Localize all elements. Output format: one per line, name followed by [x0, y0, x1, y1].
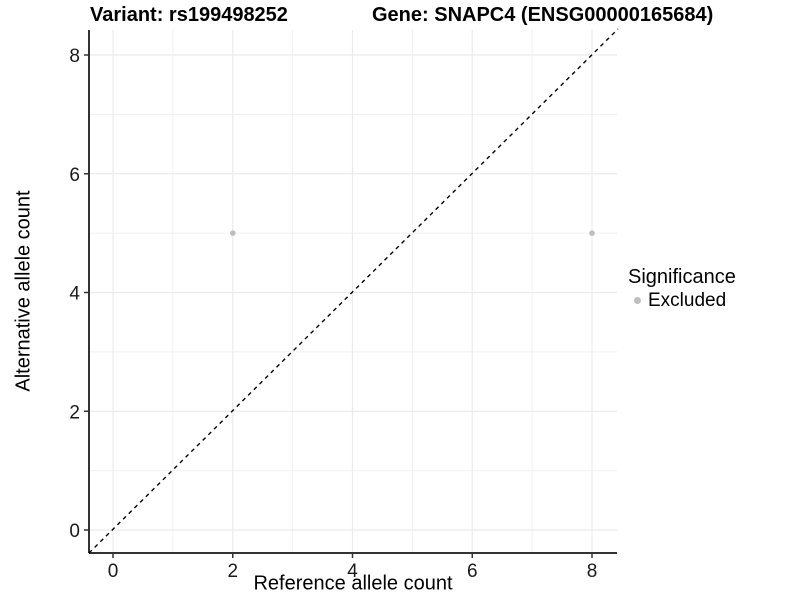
x-axis-tick-label: 8	[587, 561, 598, 582]
x-axis-tick-label: 2	[227, 561, 238, 582]
legend-item-excluded: Excluded	[628, 290, 736, 311]
x-axis-tick-label: 4	[347, 561, 358, 582]
y-axis-title: Alternative allele count	[12, 190, 35, 392]
excluded-marker-icon	[634, 297, 641, 304]
data-point	[229, 230, 236, 236]
identity-line	[88, 28, 619, 554]
data-point	[589, 230, 595, 236]
y-axis-tick-label: 4	[69, 284, 80, 305]
legend-item-label: Excluded	[648, 290, 727, 311]
y-axis-tick-label: 8	[69, 46, 80, 67]
legend-title: Significance	[628, 266, 736, 288]
plot-title-gene: Gene: SNAPC4 (ENSG00000165684)	[372, 4, 714, 26]
plot-title-variant: Variant: rs199498252	[90, 4, 288, 26]
x-axis-tick-label: 6	[467, 561, 478, 582]
x-axis-title: Reference allele count	[253, 572, 453, 595]
y-axis-tick-label: 2	[69, 402, 80, 423]
y-axis-tick-label: 6	[69, 165, 80, 186]
y-axis-tick-label: 0	[69, 521, 80, 542]
legend: Significance Excluded	[628, 266, 736, 311]
x-axis-tick-label: 0	[108, 561, 119, 582]
